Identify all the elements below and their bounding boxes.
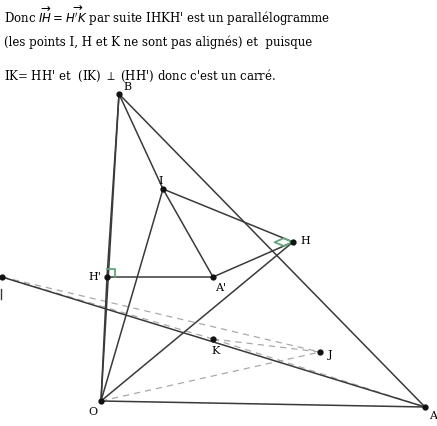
Text: (les points I, H et K ne sont pas alignés) et  puisque: (les points I, H et K ne sont pas aligné… <box>4 36 312 49</box>
Text: K: K <box>212 345 220 355</box>
Text: Donc $\overrightarrow{IH} = \overrightarrow{H'K}$ par suite IHKH' est un parallé: Donc $\overrightarrow{IH} = \overrightar… <box>4 4 330 28</box>
Text: H': H' <box>89 271 101 281</box>
Text: A: A <box>429 410 437 420</box>
Text: J: J <box>328 349 332 359</box>
Text: A': A' <box>215 282 226 292</box>
Text: IK= HH' et  (IK) $\perp$ (HH') donc c'est un carré.: IK= HH' et (IK) $\perp$ (HH') donc c'est… <box>4 68 276 84</box>
Text: B: B <box>123 82 131 92</box>
Text: O: O <box>88 406 97 416</box>
Text: H: H <box>300 236 310 245</box>
Text: I: I <box>159 176 163 186</box>
